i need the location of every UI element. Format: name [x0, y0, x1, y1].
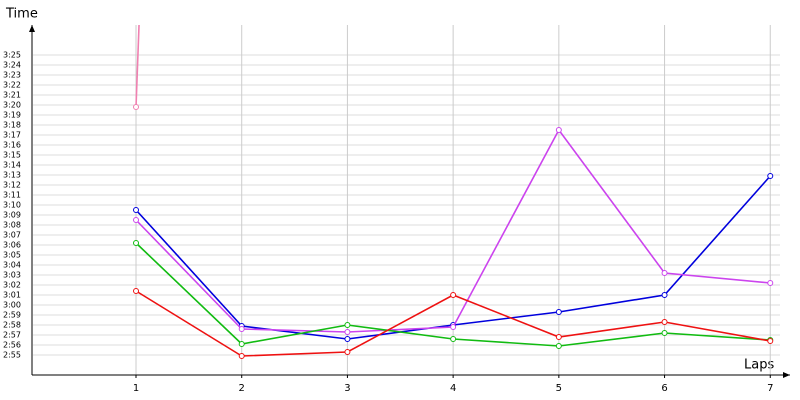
data-point — [344, 336, 351, 342]
data-point — [767, 338, 774, 344]
x-axis-label: Laps — [744, 358, 774, 373]
y-tick-label: 3:21 — [3, 91, 21, 100]
y-tick-label: 3:16 — [3, 141, 21, 150]
data-point — [450, 292, 457, 298]
data-point — [450, 324, 457, 330]
data-point — [661, 330, 668, 336]
series-line — [135, 25, 140, 108]
y-tick-label: 3:09 — [3, 211, 21, 220]
data-point — [767, 280, 774, 286]
y-tick-label: 3:12 — [3, 181, 21, 190]
y-tick-label: 2:59 — [3, 311, 21, 320]
data-point — [344, 329, 351, 335]
y-tick-label: 3:08 — [3, 221, 21, 230]
data-point — [450, 336, 457, 342]
y-tick-label: 3:15 — [3, 151, 21, 160]
x-tick-label: 4 — [450, 383, 456, 394]
y-tick-label: 3:07 — [3, 231, 21, 240]
data-point — [555, 309, 562, 315]
data-point — [555, 343, 562, 349]
y-tick-label: 3:14 — [3, 161, 21, 170]
x-tick-label: 5 — [556, 383, 562, 394]
y-tick-label: 2:57 — [3, 331, 21, 340]
y-tick-label: 3:20 — [3, 101, 21, 110]
y-tick-label: 3:04 — [3, 261, 21, 270]
data-point — [661, 292, 668, 298]
y-tick-label: 3:22 — [3, 81, 21, 90]
data-point — [133, 240, 140, 246]
data-point — [767, 173, 774, 179]
y-tick-label: 3:01 — [3, 291, 21, 300]
data-point — [661, 270, 668, 276]
x-tick-label: 7 — [767, 383, 773, 394]
data-point — [133, 104, 140, 110]
y-tick-label: 3:05 — [3, 251, 21, 260]
y-tick-label: 3:10 — [3, 201, 21, 210]
y-tick-label: 3:03 — [3, 271, 21, 280]
x-tick-label: 1 — [133, 383, 139, 394]
data-point — [344, 349, 351, 355]
y-tick-label: 3:24 — [3, 61, 21, 70]
y-axis-label: Time — [5, 7, 38, 22]
data-point — [238, 326, 245, 332]
data-point — [238, 353, 245, 359]
y-tick-label: 3:13 — [3, 171, 21, 180]
data-point — [133, 217, 140, 223]
grid — [33, 25, 780, 375]
x-arrow — [783, 372, 790, 378]
y-tick-label: 3:19 — [3, 111, 21, 120]
x-tick-label: 6 — [661, 383, 667, 394]
plot-area — [133, 25, 774, 359]
y-tick-label: 2:58 — [3, 321, 21, 330]
y-tick-label: 3:11 — [3, 191, 21, 200]
data-point — [555, 334, 562, 340]
data-point — [555, 127, 562, 133]
data-point — [344, 322, 351, 328]
y-arrow — [29, 25, 35, 32]
x-tick-label: 2 — [239, 383, 245, 394]
y-tick-label: 3:02 — [3, 281, 21, 290]
y-tick-label: 2:55 — [3, 351, 21, 360]
y-tick-label: 3:06 — [3, 241, 21, 250]
data-point — [133, 207, 140, 213]
data-point — [661, 319, 668, 325]
y-tick-label: 3:00 — [3, 301, 21, 310]
y-tick-label: 2:56 — [3, 341, 21, 350]
y-tick-label: 3:18 — [3, 121, 21, 130]
x-tick-label: 3 — [344, 383, 350, 394]
y-tick-label: 3:25 — [3, 51, 21, 60]
data-point — [133, 288, 140, 294]
y-tick-label: 3:23 — [3, 71, 21, 80]
y-tick-label: 3:17 — [3, 131, 21, 140]
data-point — [238, 341, 245, 347]
